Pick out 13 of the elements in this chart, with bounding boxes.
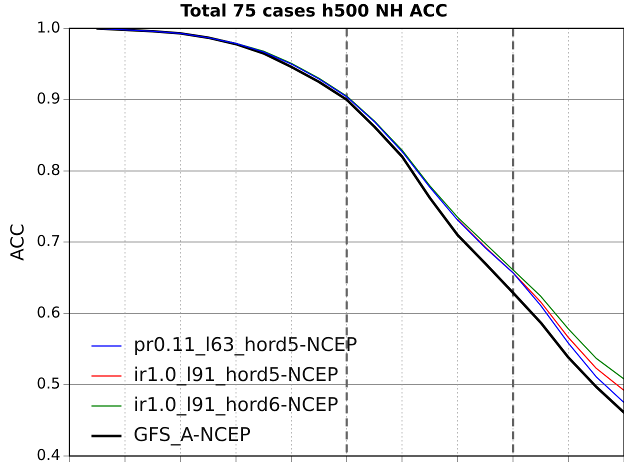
y-tick-label: 1.0 (36, 18, 60, 36)
legend-label: ir1.0_l91_hord5-NCEP (133, 364, 338, 386)
legend-label: pr0.11_l63_hord5-NCEP (133, 334, 358, 356)
chart-title: Total 75 cases h500 NH ACC (180, 2, 448, 22)
legend-label: GFS_A-NCEP (133, 424, 251, 446)
legend-label: ir1.0_l91_hord6-NCEP (133, 394, 338, 416)
y-tick-label: 0.9 (36, 90, 60, 108)
y-tick-label: 0.4 (36, 446, 60, 464)
y-axis-title: ACC (7, 224, 28, 261)
y-tick-label: 0.8 (36, 160, 60, 179)
y-tick-label: 0.5 (36, 374, 60, 393)
y-tick-label: 0.7 (36, 232, 60, 250)
y-tick-label: 0.6 (36, 303, 60, 322)
